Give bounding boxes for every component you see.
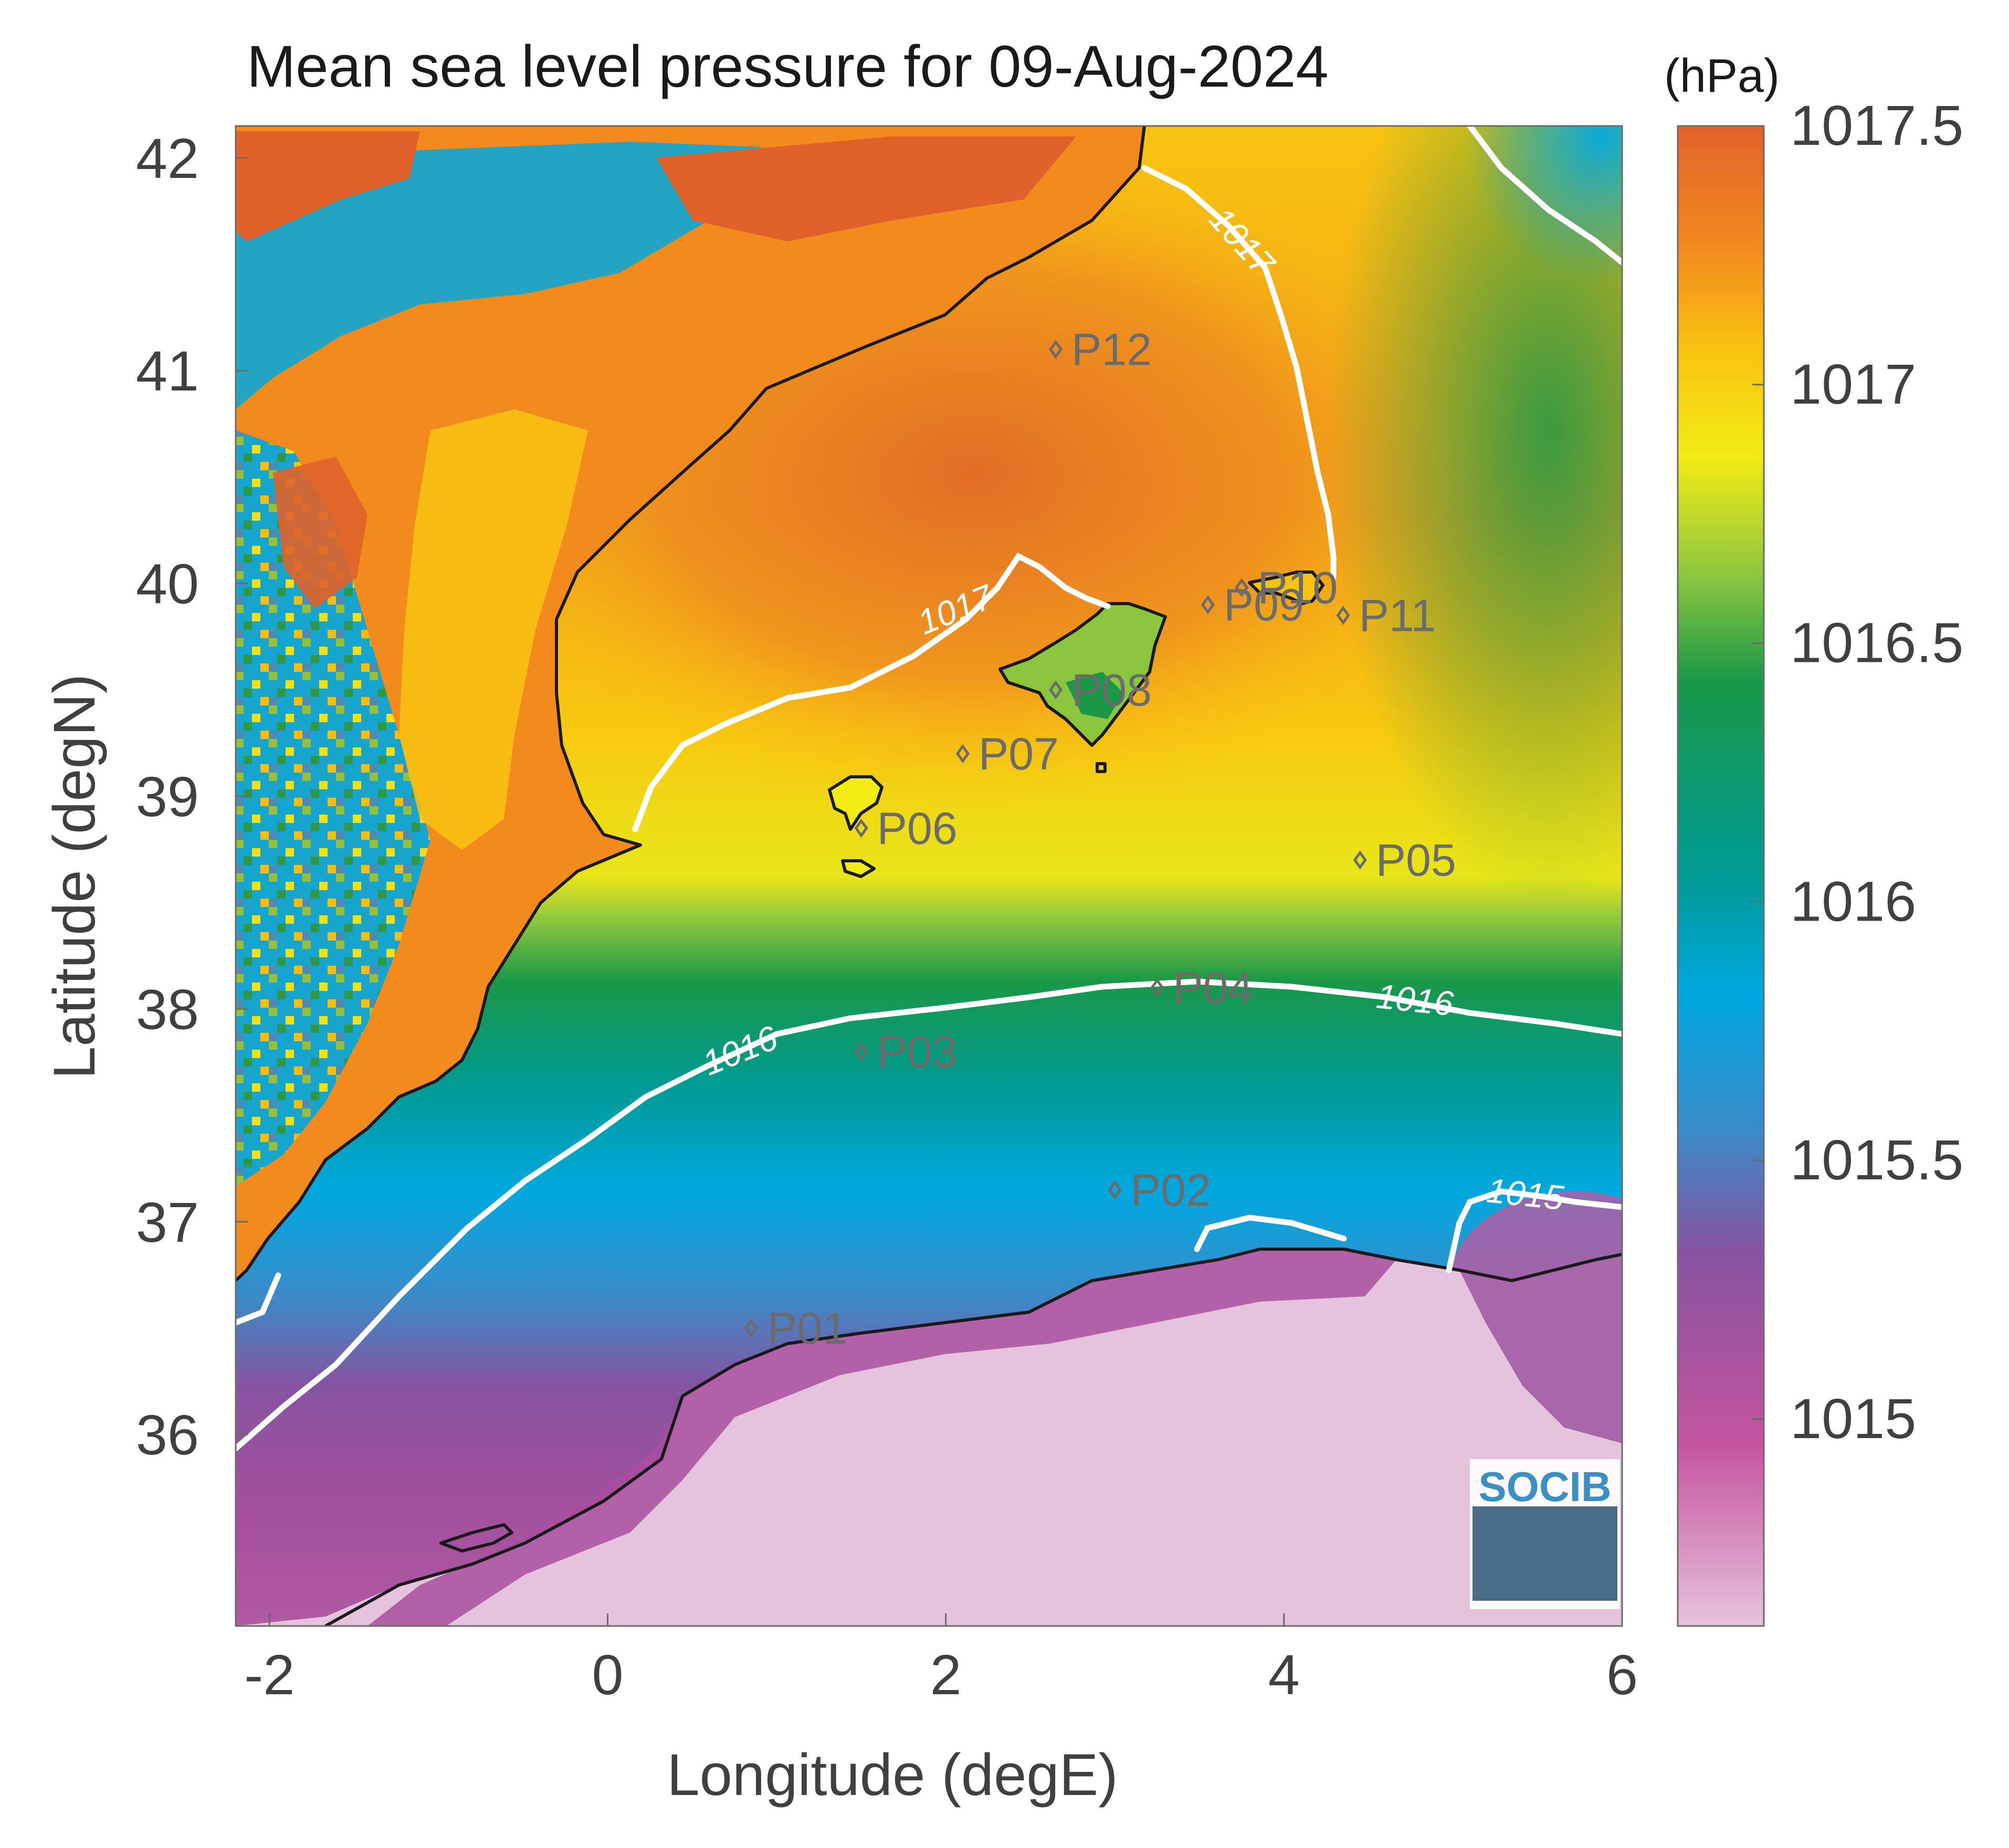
y-tick-label: 42 (136, 126, 199, 190)
marker-point-p01: P01 (744, 1303, 847, 1354)
diamond-marker-icon (854, 1042, 868, 1061)
north-africa-coastal-band (367, 1249, 1396, 1626)
marker-point-label: P01 (767, 1303, 847, 1354)
iberia-land (236, 126, 1144, 1281)
marker-point-label: P07 (979, 729, 1059, 779)
colorbar-ticks: 1015 1015.5 1016 1016.5 1017 1017.5 (1752, 93, 1963, 1450)
x-tick-label: 2 (930, 1643, 962, 1706)
marker-point-label: P05 (1376, 836, 1456, 886)
marker-point-label: P03 (877, 1027, 958, 1077)
y-axis-label: Latitude (degN) (41, 674, 107, 1079)
pressure-contours (236, 126, 1622, 1452)
iberia-interior-blue (236, 142, 761, 409)
iberia-coastline (236, 126, 1146, 1282)
marker-point-p07: P07 (955, 729, 1059, 779)
y-tick-label: 36 (136, 1403, 199, 1466)
x-tick-label: 6 (1606, 1643, 1638, 1706)
coastlines (236, 126, 1622, 1626)
map-frame (235, 125, 1623, 1627)
socib-logo-gradient (1472, 1506, 1617, 1601)
colorbar-gradient (1677, 125, 1765, 1627)
marker-point-label: P12 (1071, 325, 1152, 375)
x-axis-ticks: -2 0 2 4 6 (244, 1613, 1638, 1706)
alboran-island-coastline (439, 1523, 513, 1553)
contour-line-1015 (1194, 1188, 1622, 1273)
map-panel: 1016 1016 1017 1017 1015 SOCIB P01P02P03… (236, 126, 1622, 1626)
formentera-coastline (841, 859, 876, 878)
y-tick-label: 41 (136, 339, 199, 403)
marker-point-label: P06 (877, 804, 958, 854)
ibiza-island (829, 777, 882, 829)
marker-point-label: P11 (1359, 590, 1436, 641)
y-axis-ticks: 36 37 38 39 40 41 42 (136, 126, 248, 1466)
y-tick-label: 38 (136, 977, 199, 1041)
marker-point-p11: P11 (1336, 590, 1436, 641)
colorbar-tick-label: 1017.5 (1790, 93, 1963, 157)
diamond-marker-icon (744, 1318, 759, 1338)
diamond-marker-icon (1150, 978, 1164, 998)
north-africa-east-band (1459, 1254, 1622, 1443)
diamond-marker-icon (955, 744, 970, 764)
contour-line-1016-southwest (236, 1272, 281, 1326)
contour-label-1015: 1015 (1485, 1170, 1566, 1217)
diamond-marker-icon (1048, 340, 1063, 359)
socib-logo: SOCIB (1470, 1459, 1620, 1609)
marker-point-p06: P06 (854, 804, 958, 854)
x-tick-label: -2 (244, 1643, 294, 1706)
contour-line-1017 (632, 552, 1111, 832)
iberia-orange-highland (273, 457, 367, 609)
marker-point-label: P04 (1173, 963, 1253, 1013)
marker-point-p10: P10 (1235, 563, 1338, 614)
diamond-marker-icon (1336, 606, 1350, 625)
x-axis-label: Longitude (degE) (667, 1742, 1118, 1808)
iberia-interior-mixed (236, 430, 430, 1186)
colorbar-tick-label: 1017 (1790, 352, 1916, 416)
colorbar-tick-label: 1015 (1790, 1387, 1916, 1450)
marker-point-label: P08 (1071, 665, 1152, 715)
contour-label-1016-east: 1016 (1375, 976, 1456, 1023)
x-tick-label: 0 (592, 1643, 624, 1706)
eastern-green-band (1328, 126, 1622, 903)
diamond-marker-icon (854, 818, 868, 838)
marker-point-label: P02 (1131, 1165, 1211, 1216)
marker-point-p03: P03 (854, 1027, 958, 1077)
contour-line-1017-northeast (1467, 126, 1622, 266)
iberia-north-orange (236, 131, 420, 241)
cabrera-coastline (1096, 762, 1107, 773)
marker-point-p12: P12 (1048, 325, 1152, 375)
marker-point-p08: P08 (1048, 665, 1152, 715)
x-tick-label: 4 (1268, 1643, 1300, 1706)
y-tick-label: 40 (136, 552, 199, 616)
mallorca-coastline (998, 602, 1167, 747)
diamond-marker-icon (1108, 1180, 1122, 1200)
socib-logo-text: SOCIB (1478, 1463, 1611, 1510)
iberia-north-yellow (656, 136, 1076, 241)
chart-title: Mean sea level pressure for 09-Aug-2024 (247, 34, 1329, 99)
diamond-marker-icon (1353, 850, 1367, 870)
colorbar-tick-label: 1015.5 (1790, 1128, 1963, 1191)
diamond-marker-icon (1235, 578, 1249, 598)
colorbar-unit-label: (hPa) (1664, 50, 1780, 102)
colorbar-tick-label: 1016 (1790, 869, 1916, 933)
marker-point-label: P10 (1257, 563, 1338, 614)
y-tick-label: 39 (136, 765, 199, 828)
africa-coastline (324, 1248, 1622, 1626)
diamond-marker-icon (1201, 595, 1215, 615)
mallorca-island (1000, 604, 1165, 745)
ibiza-coastline (828, 775, 883, 831)
colorbar: (hPa) 1015 1015.5 1016 1016.5 1017 1017.5 (1664, 50, 1963, 1627)
contour-line-1017-east (1141, 165, 1337, 580)
marker-point-p04: P04 (1150, 963, 1253, 1013)
menorca-coastline (1248, 571, 1324, 605)
y-tick-label: 37 (136, 1190, 199, 1254)
mallorca-center-green (1066, 672, 1123, 719)
iberia-yellow-strip (399, 409, 588, 850)
marker-point-p05: P05 (1353, 836, 1456, 886)
marker-point-p02: P02 (1108, 1165, 1211, 1216)
contour-line-1016 (236, 978, 1622, 1452)
colorbar-tick-label: 1016.5 (1790, 611, 1963, 674)
diamond-marker-icon (1048, 680, 1063, 700)
